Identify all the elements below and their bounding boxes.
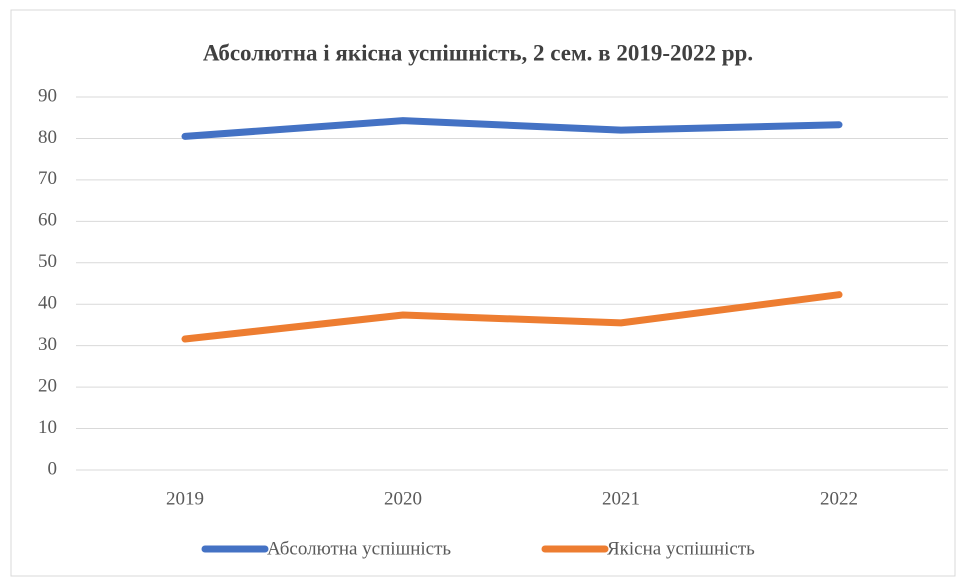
y-tick-label: 30 (38, 334, 57, 355)
x-tick-label: 2020 (384, 488, 422, 509)
legend-label: Абсолютна успішність (267, 538, 451, 559)
x-tick-label: 2021 (602, 488, 640, 509)
y-tick-label: 70 (38, 168, 57, 189)
chart-border (10, 9, 956, 577)
y-tick-label: 50 (38, 251, 57, 272)
y-tick-label: 90 (38, 85, 57, 106)
y-tick-label: 10 (38, 417, 57, 438)
y-tick-label: 80 (38, 127, 57, 148)
y-tick-label: 40 (38, 293, 57, 314)
y-tick-label: 0 (48, 458, 58, 479)
legend-label: Якісна успішність (607, 538, 755, 559)
series-line (181, 117, 843, 140)
x-tick-label: 2019 (166, 488, 204, 509)
y-tick-label: 20 (38, 375, 57, 396)
y-tick-label: 60 (38, 210, 57, 231)
x-tick-label: 2022 (820, 488, 858, 509)
chart-title: Абсолютна і якісна успішність, 2 сем. в … (203, 40, 753, 65)
series-line (181, 291, 843, 343)
